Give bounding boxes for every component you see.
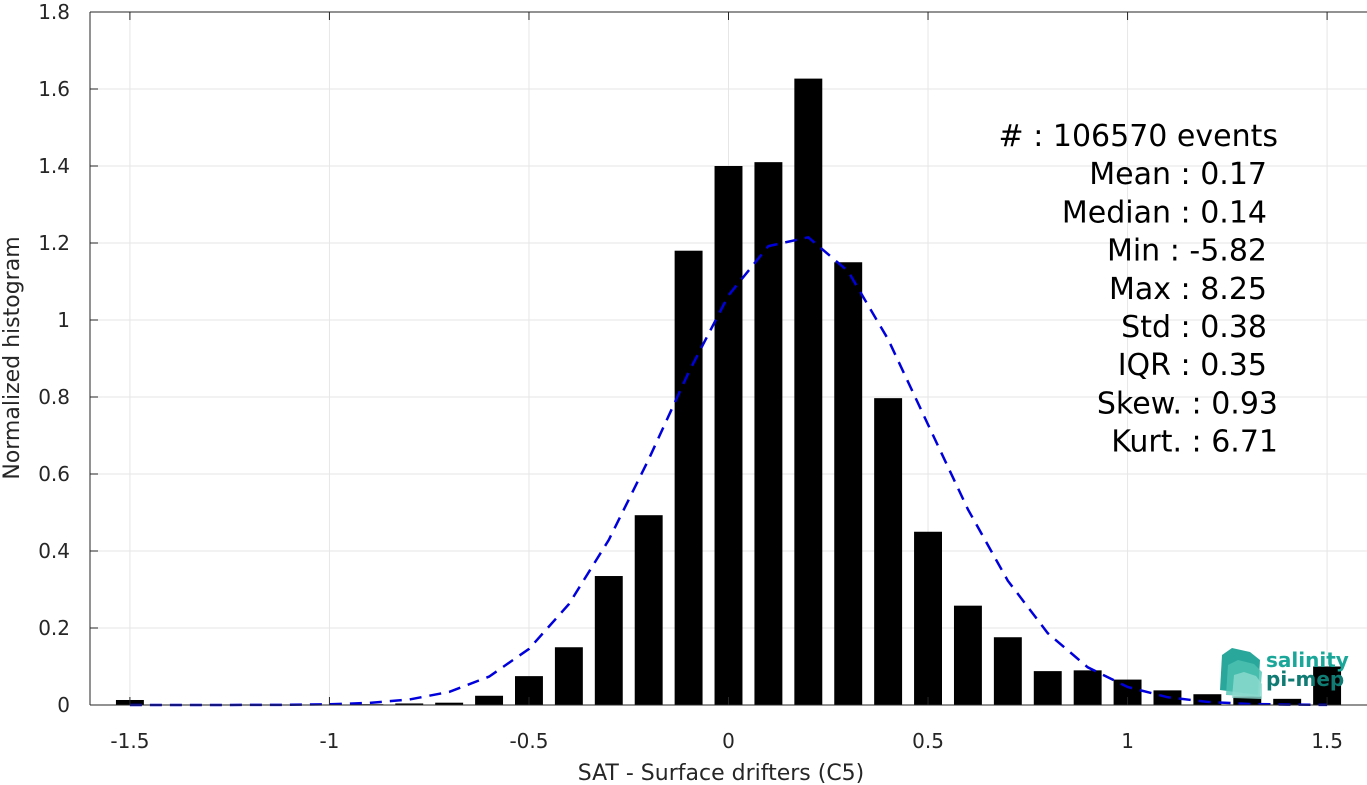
y-tick-label: 1.8: [38, 0, 70, 24]
stat-line: IQR : 0.35: [1118, 348, 1267, 383]
histogram-bar: [993, 637, 1022, 705]
y-tick-label: 0.6: [38, 462, 70, 486]
salinity-pimep-logo: salinity pi-mep: [1220, 648, 1349, 699]
stat-line: # : 106570 events: [999, 119, 1278, 154]
y-tick-label: 1.2: [38, 231, 70, 255]
logo-waves-icon: [1220, 648, 1262, 699]
y-tick-label: 1.6: [38, 77, 70, 101]
y-tick-label: 1.4: [38, 154, 70, 178]
histogram-bar: [475, 695, 504, 705]
stat-line: Min : -5.82: [1107, 234, 1267, 269]
y-axis-label: Normalized histogram: [0, 236, 25, 479]
x-tick-label: -1: [319, 729, 339, 753]
x-tick-label: -1.5: [110, 729, 149, 753]
y-tick-label: 0: [57, 693, 70, 717]
x-tick-label: 1: [1121, 729, 1134, 753]
stat-line: Mean : 0.17: [1089, 157, 1267, 192]
x-tick-label: 0.5: [912, 729, 944, 753]
x-tick-label: 1.5: [1311, 729, 1343, 753]
logo-line1: salinity: [1266, 648, 1349, 672]
histogram-bar: [834, 262, 863, 705]
histogram-bar: [1073, 670, 1102, 705]
x-tick-label: 0: [722, 729, 735, 753]
stat-line: Median : 0.14: [1062, 195, 1267, 230]
histogram-bar: [554, 647, 583, 705]
histogram-bar: [754, 162, 783, 705]
histogram-bar: [674, 250, 703, 705]
y-tick-label: 0.4: [38, 539, 70, 563]
stat-line: Std : 0.38: [1121, 310, 1267, 345]
x-axis-label: SAT - Surface drifters (C5): [578, 761, 865, 785]
histogram-bar: [1233, 696, 1262, 705]
gaussian-fit-curve: [129, 235, 1328, 707]
y-tick-label: 0.8: [38, 385, 70, 409]
histogram-bar: [395, 703, 424, 705]
stat-line: Skew. : 0.93: [1097, 386, 1278, 421]
x-tick-labels: -1.5 -1 -0.5 0 0.5 1 1.5: [110, 729, 1343, 753]
histogram-bar: [1273, 698, 1302, 705]
histogram-bar: [794, 78, 823, 706]
histogram-bar: [594, 576, 623, 705]
y-tick-label: 0.2: [38, 616, 70, 640]
histogram-bar: [914, 531, 942, 705]
y-tick-label: 1: [57, 308, 70, 332]
x-tick-label: -0.5: [509, 729, 548, 753]
y-tick-labels: 0 0.2 0.4 0.6 0.8 1 1.2 1.4 1.6 1.8: [38, 0, 70, 717]
logo-line2: pi-mep: [1266, 667, 1344, 691]
histogram-bar: [1033, 671, 1062, 705]
histogram-bar: [953, 605, 982, 705]
histogram-bar: [634, 515, 663, 705]
histogram-bars: [115, 78, 1342, 706]
stat-line: Kurt. : 6.71: [1111, 425, 1278, 460]
histogram-bar: [714, 166, 743, 705]
histogram-bar: [1193, 694, 1222, 705]
axes: [89, 11, 1367, 706]
stat-line: Max : 8.25: [1109, 272, 1267, 307]
histogram-bar: [874, 398, 903, 705]
histogram-bar: [435, 702, 464, 705]
